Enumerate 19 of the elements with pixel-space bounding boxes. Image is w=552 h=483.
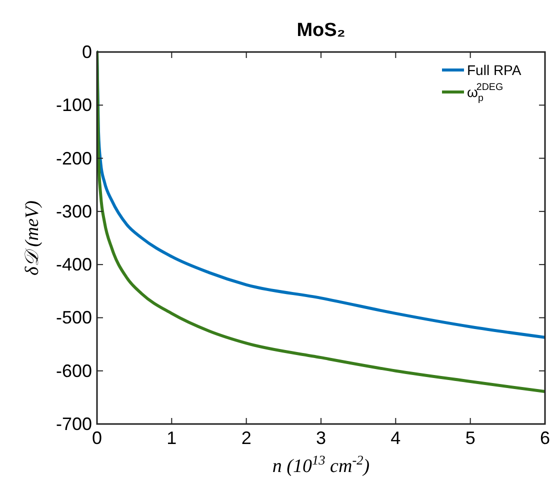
y-tick-label: 0 — [82, 42, 92, 62]
y-tick-label: -400 — [56, 254, 92, 275]
x-tick-label: 6 — [540, 428, 550, 448]
x-tick-label: 5 — [465, 428, 476, 448]
x-tick-label: 2 — [241, 428, 252, 448]
y-tick-label: -300 — [56, 201, 92, 222]
y-tick-label: -600 — [56, 360, 92, 381]
y-tick-label: -700 — [56, 414, 92, 434]
y-tick-label: -200 — [56, 148, 92, 168]
y-tick-label: -500 — [56, 308, 92, 328]
line-series — [97, 50, 545, 394]
y-axis-title: δ𝒟 (meV) — [22, 200, 43, 276]
y-tick-label: -100 — [56, 95, 92, 116]
x-tick-label: 3 — [316, 428, 326, 448]
chart-title: MoS₂ — [296, 20, 346, 41]
x-tick-label: 1 — [166, 428, 177, 448]
legend-label: Full RPA — [467, 62, 522, 78]
x-axis-title: n (10$^{13}$ cm$^{-2}$) — [272, 452, 370, 477]
x-tick-label: 4 — [390, 428, 401, 448]
